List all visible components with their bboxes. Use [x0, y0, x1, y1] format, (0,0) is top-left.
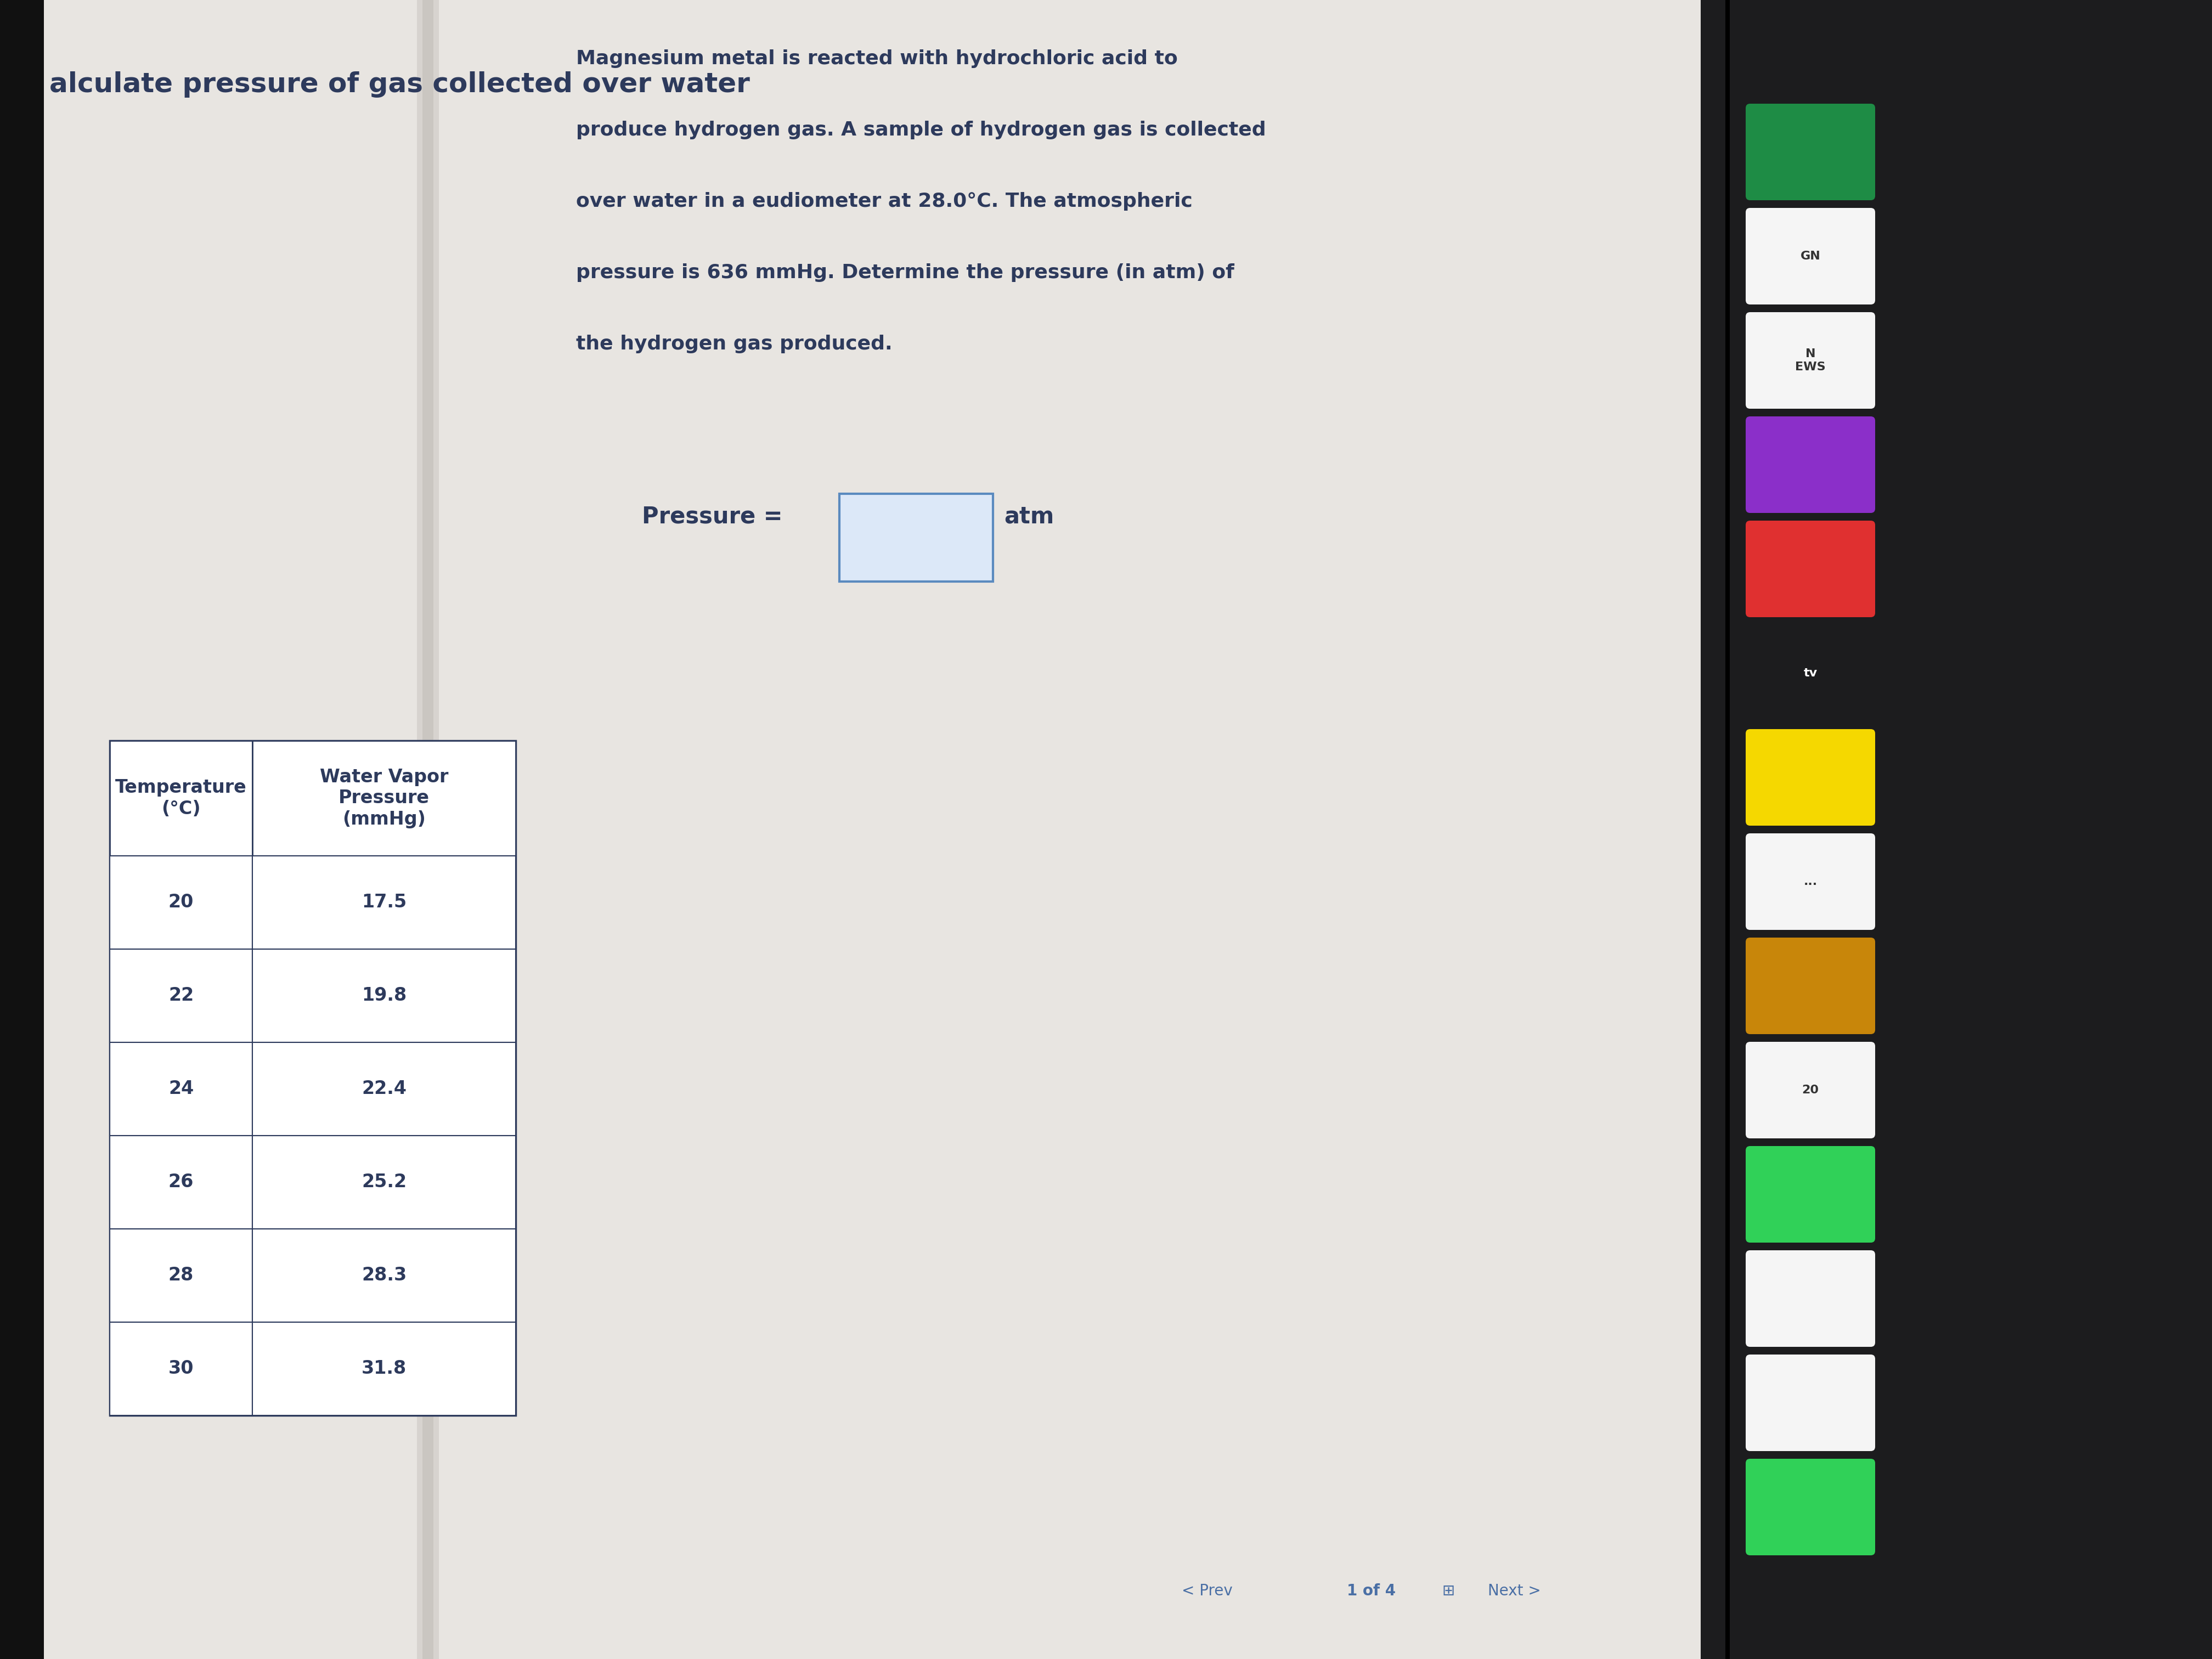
- FancyBboxPatch shape: [1745, 416, 1876, 513]
- Text: Next >: Next >: [1489, 1583, 1542, 1599]
- Bar: [111, 740, 515, 1415]
- FancyBboxPatch shape: [1745, 1354, 1876, 1452]
- Bar: [111, 1322, 252, 1415]
- Bar: [0, 0, 44, 1659]
- FancyBboxPatch shape: [1745, 1146, 1876, 1243]
- Bar: [252, 1229, 515, 1322]
- Bar: [111, 1136, 252, 1229]
- FancyBboxPatch shape: [1745, 521, 1876, 617]
- Bar: [838, 494, 993, 582]
- Bar: [111, 740, 252, 856]
- Bar: [1725, 0, 1730, 1659]
- Text: Pressure =: Pressure =: [641, 504, 783, 528]
- Bar: [111, 856, 252, 949]
- FancyBboxPatch shape: [1745, 103, 1876, 201]
- Text: 17.5: 17.5: [361, 894, 407, 911]
- Text: Water Vapor
Pressure
(mmHg): Water Vapor Pressure (mmHg): [321, 768, 449, 828]
- Text: 26: 26: [168, 1173, 195, 1191]
- Bar: [252, 1042, 515, 1136]
- Bar: [111, 1229, 252, 1322]
- Text: atm: atm: [1004, 504, 1055, 528]
- Text: 30: 30: [168, 1360, 195, 1379]
- Text: GN: GN: [1801, 251, 1820, 262]
- Text: 28.3: 28.3: [361, 1266, 407, 1284]
- Text: 22.4: 22.4: [361, 1080, 407, 1098]
- Text: pressure is 636 mmHg. Determine the pressure (in atm) of: pressure is 636 mmHg. Determine the pres…: [575, 264, 1234, 282]
- Bar: [252, 740, 515, 856]
- FancyBboxPatch shape: [1745, 728, 1876, 826]
- Bar: [252, 856, 515, 949]
- Text: 31.8: 31.8: [361, 1360, 407, 1379]
- FancyBboxPatch shape: [1745, 937, 1876, 1034]
- Bar: [416, 0, 438, 1659]
- Text: ...: ...: [1803, 876, 1818, 888]
- Text: < Prev: < Prev: [1181, 1583, 1232, 1599]
- Text: 20: 20: [168, 894, 195, 911]
- Bar: [1728, 0, 2212, 1659]
- FancyBboxPatch shape: [1745, 625, 1876, 722]
- Text: 22: 22: [168, 987, 195, 1005]
- Text: 25.2: 25.2: [361, 1173, 407, 1191]
- Bar: [252, 1322, 515, 1415]
- Text: 1 of 4: 1 of 4: [1347, 1583, 1396, 1599]
- Text: 28: 28: [168, 1266, 195, 1284]
- Text: 24: 24: [168, 1080, 195, 1098]
- Text: 20: 20: [1803, 1085, 1818, 1095]
- FancyBboxPatch shape: [1745, 1042, 1876, 1138]
- Text: alculate pressure of gas collected over water: alculate pressure of gas collected over …: [49, 71, 750, 98]
- FancyBboxPatch shape: [1745, 1458, 1876, 1556]
- Text: Temperature
(°C): Temperature (°C): [115, 778, 248, 818]
- Bar: [252, 1136, 515, 1229]
- Text: produce hydrogen gas. A sample of hydrogen gas is collected: produce hydrogen gas. A sample of hydrog…: [575, 121, 1265, 139]
- FancyBboxPatch shape: [1745, 207, 1876, 305]
- Text: ⊞: ⊞: [1442, 1583, 1455, 1599]
- FancyBboxPatch shape: [1745, 833, 1876, 931]
- FancyBboxPatch shape: [1745, 312, 1876, 408]
- Bar: [44, 0, 1701, 1659]
- FancyBboxPatch shape: [1745, 1251, 1876, 1347]
- Text: 19.8: 19.8: [361, 987, 407, 1005]
- Bar: [422, 0, 434, 1659]
- Bar: [111, 949, 252, 1042]
- Text: over water in a eudiometer at 28.0°C. The atmospheric: over water in a eudiometer at 28.0°C. Th…: [575, 192, 1192, 211]
- Text: Magnesium metal is reacted with hydrochloric acid to: Magnesium metal is reacted with hydrochl…: [575, 50, 1177, 68]
- Bar: [111, 1042, 252, 1136]
- Text: tv: tv: [1803, 667, 1818, 679]
- Text: the hydrogen gas produced.: the hydrogen gas produced.: [575, 335, 891, 353]
- Text: N
EWS: N EWS: [1796, 348, 1825, 372]
- Bar: [252, 949, 515, 1042]
